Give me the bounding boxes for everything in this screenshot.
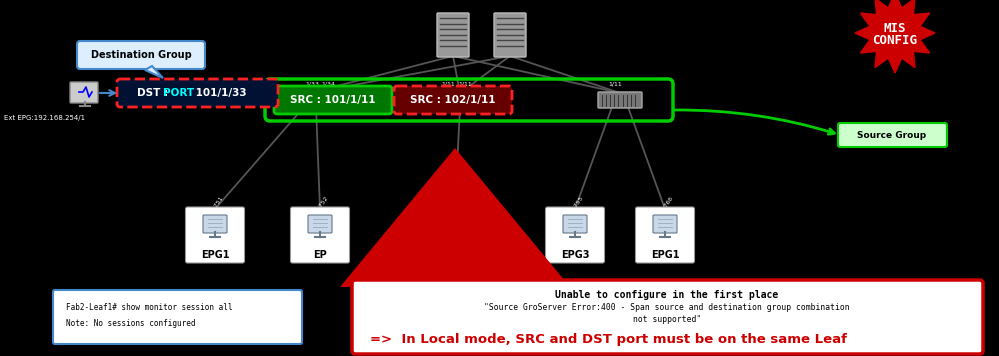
FancyBboxPatch shape: [53, 290, 302, 344]
Text: "Source GroServer Error:400 - Span source and destination group combination: "Source GroServer Error:400 - Span sourc…: [485, 304, 850, 313]
FancyBboxPatch shape: [394, 86, 512, 114]
Text: Destination Group: Destination Group: [91, 50, 192, 60]
Text: vlan-752: vlan-752: [311, 195, 330, 219]
FancyBboxPatch shape: [117, 79, 278, 107]
Text: PORT: PORT: [163, 88, 194, 98]
FancyBboxPatch shape: [291, 207, 350, 263]
Text: vlan-766: vlan-766: [655, 195, 674, 219]
FancyBboxPatch shape: [288, 92, 332, 108]
FancyBboxPatch shape: [186, 207, 245, 263]
FancyBboxPatch shape: [437, 13, 469, 57]
Text: 101/1/33: 101/1/33: [192, 88, 247, 98]
Text: 1/11: 1/11: [459, 82, 472, 87]
FancyBboxPatch shape: [545, 207, 604, 263]
Text: EPG1: EPG1: [201, 250, 229, 260]
Text: 1/11: 1/11: [608, 82, 621, 87]
Text: Ext EPG:192.168.254/1: Ext EPG:192.168.254/1: [4, 115, 86, 121]
Polygon shape: [855, 0, 935, 73]
Text: SRC : 101/1/11: SRC : 101/1/11: [291, 95, 376, 105]
Text: 1/33: 1/33: [305, 82, 319, 87]
FancyBboxPatch shape: [838, 123, 947, 147]
FancyBboxPatch shape: [438, 92, 482, 108]
Text: EPG3: EPG3: [560, 250, 589, 260]
FancyBboxPatch shape: [653, 215, 677, 233]
FancyBboxPatch shape: [274, 86, 392, 114]
FancyBboxPatch shape: [352, 280, 983, 354]
FancyBboxPatch shape: [563, 215, 587, 233]
FancyBboxPatch shape: [308, 215, 332, 233]
Text: SRC : 102/1/11: SRC : 102/1/11: [411, 95, 496, 105]
Text: DST :: DST :: [137, 88, 172, 98]
Text: =>  In Local mode, SRC and DST port must be on the same Leaf: => In Local mode, SRC and DST port must …: [370, 334, 847, 346]
FancyBboxPatch shape: [598, 92, 642, 108]
FancyBboxPatch shape: [77, 41, 205, 69]
Text: MIS: MIS: [884, 21, 906, 35]
Text: vlan-755: vlan-755: [565, 195, 584, 219]
Text: not supported": not supported": [633, 315, 701, 325]
Text: Source Group: Source Group: [857, 131, 926, 140]
Text: 1/34: 1/34: [321, 82, 335, 87]
Text: CONFIG: CONFIG: [872, 33, 917, 47]
FancyBboxPatch shape: [203, 215, 227, 233]
Text: Unable to configure in the first place: Unable to configure in the first place: [555, 290, 778, 300]
Text: vlan-753: vlan-753: [446, 195, 465, 219]
FancyBboxPatch shape: [494, 13, 526, 57]
Text: 1/11: 1/11: [442, 82, 455, 87]
Text: vlan-751: vlan-751: [206, 195, 225, 219]
Text: EPG1: EPG1: [650, 250, 679, 260]
Polygon shape: [340, 148, 570, 287]
Text: EP: EP: [313, 250, 327, 260]
FancyBboxPatch shape: [70, 82, 98, 103]
Text: Note: No sessions configured: Note: No sessions configured: [66, 319, 196, 328]
FancyBboxPatch shape: [635, 207, 694, 263]
Polygon shape: [145, 66, 163, 78]
Text: Fab2-Leaf1# show monitor session all: Fab2-Leaf1# show monitor session all: [66, 304, 233, 313]
